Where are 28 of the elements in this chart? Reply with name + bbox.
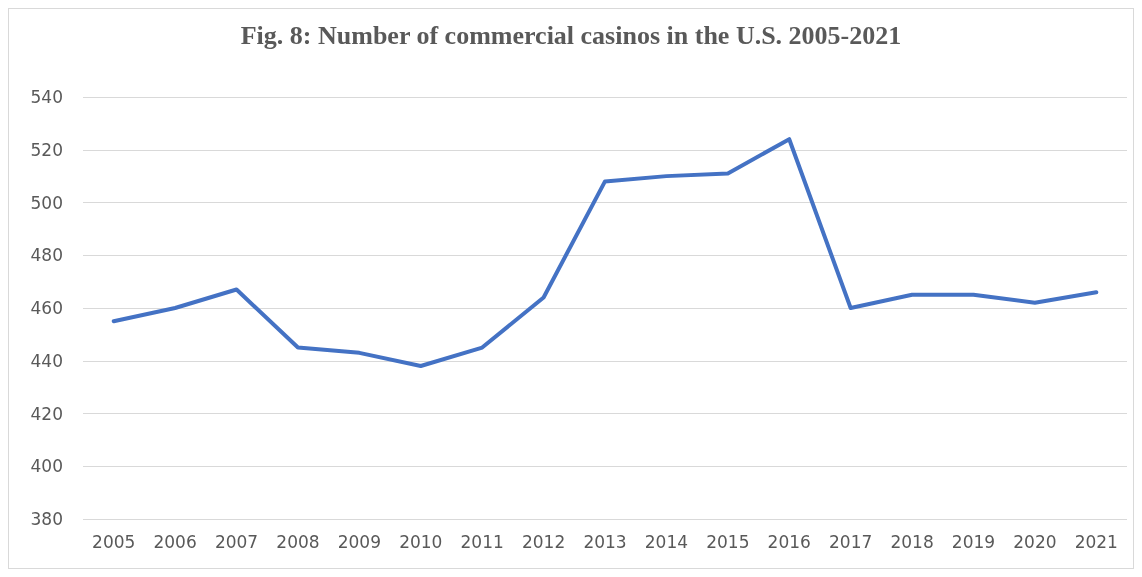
x-tick-label: 2021	[1074, 531, 1118, 552]
y-tick-label: 440	[30, 350, 63, 371]
y-tick-label: 420	[30, 403, 63, 424]
x-tick-label: 2009	[337, 531, 381, 552]
x-tick-label: 2018	[890, 531, 934, 552]
x-tick-label: 2005	[92, 531, 136, 552]
x-tick-label: 2016	[767, 531, 811, 552]
x-tick-label: 2013	[583, 531, 627, 552]
x-tick-label: 2020	[1013, 531, 1057, 552]
x-tick-label: 2014	[644, 531, 689, 552]
y-tick-label: 500	[30, 192, 63, 213]
y-tick-label: 540	[30, 87, 63, 107]
x-tick-label: 2008	[276, 531, 320, 552]
y-tick-label: 400	[30, 456, 63, 477]
y-tick-label: 480	[30, 245, 63, 266]
x-tick-label: 2019	[951, 531, 996, 552]
x-tick-label: 2007	[214, 531, 259, 552]
x-tick-label: 2011	[460, 531, 504, 552]
chart-title: Fig. 8: Number of commercial casinos in the U.S. 2005-2021	[240, 20, 902, 50]
x-tick-label: 2006	[153, 531, 197, 552]
x-tick-label: 2012	[521, 531, 566, 552]
line-series	[111, 137, 1099, 369]
x-tick-label: 2017	[829, 531, 873, 552]
x-tick-label: 2010	[399, 531, 443, 552]
y-tick-label: 520	[30, 139, 63, 160]
x-tick-label: 2015	[706, 531, 750, 552]
y-tick-label: 460	[30, 298, 63, 318]
y-tick-label: 380	[30, 509, 63, 529]
